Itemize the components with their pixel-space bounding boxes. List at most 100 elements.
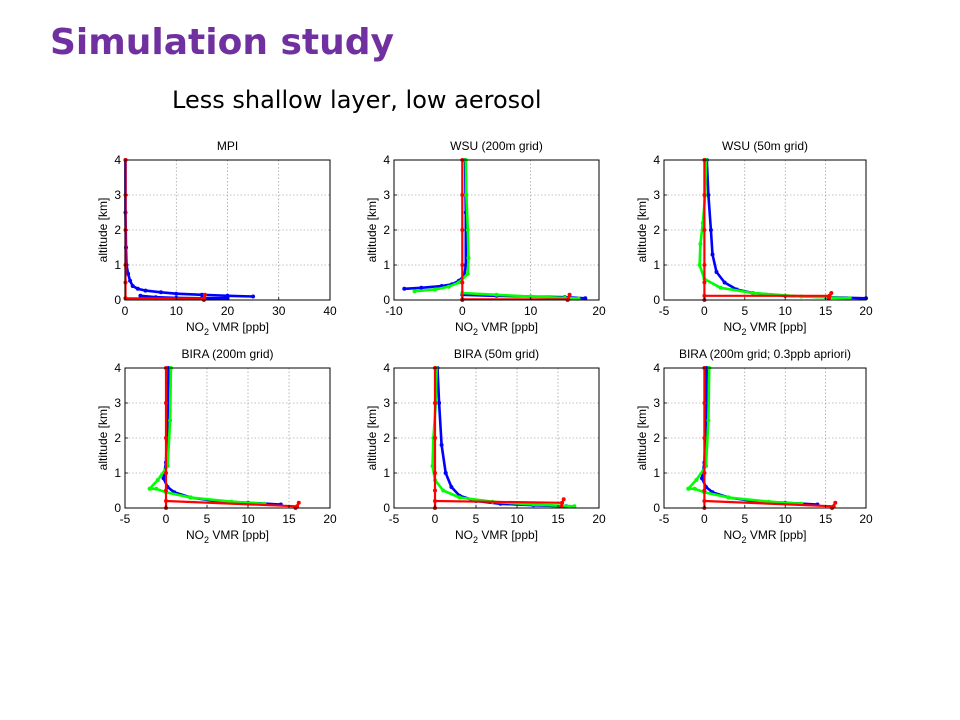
series-blue-point: [199, 292, 204, 297]
y-tick-label: 4: [383, 361, 390, 375]
series-blue-point: [161, 476, 166, 481]
x-axis-label: NO2 VMR [ppb]: [723, 528, 806, 545]
series-red-point: [702, 263, 707, 267]
series-green-point: [188, 495, 193, 500]
x-axis-label: NO2 VMR [ppb]: [455, 320, 538, 337]
series-red-point: [164, 436, 168, 440]
series-blue-point: [143, 288, 148, 293]
series-red-point: [702, 401, 707, 405]
x-tick-label: 5: [741, 304, 748, 318]
series-red-point: [559, 504, 564, 509]
series-blue-point: [138, 293, 143, 298]
chart-title: WSU (50m grid): [722, 139, 808, 153]
series-red-line: [434, 499, 563, 504]
chart-title: BIRA (200m grid): [181, 347, 273, 361]
x-tick-label: -5: [120, 512, 131, 526]
series-green-point: [847, 296, 852, 301]
series-green-point: [726, 495, 731, 500]
series-green-point: [464, 193, 469, 197]
y-tick-label: 2: [114, 223, 121, 237]
x-tick-label: 0: [122, 304, 129, 318]
series-blue-point: [174, 291, 179, 296]
series-green-point: [718, 285, 723, 290]
y-tick-label: 1: [114, 258, 121, 272]
x-tick-label: 5: [741, 512, 748, 526]
x-tick-label: 15: [551, 512, 565, 526]
y-tick-label: 3: [383, 188, 390, 202]
series-red-point: [567, 292, 572, 297]
series-red-point: [702, 228, 707, 232]
y-axis-label: altitude [km]: [96, 198, 110, 263]
series-red-point: [460, 228, 465, 232]
series-green-point: [441, 488, 446, 493]
series-red-point: [702, 436, 707, 440]
x-tick-label: -10: [385, 304, 403, 318]
series-blue-point: [583, 296, 588, 301]
y-tick-label: 0: [114, 501, 121, 515]
series-red-point: [433, 471, 437, 475]
series-red-point: [561, 497, 566, 502]
series-blue-point: [463, 263, 468, 267]
x-axis-label: NO2 VMR [ppb]: [186, 320, 269, 337]
x-tick-label: 20: [221, 304, 235, 318]
x-tick-label: 40: [323, 304, 337, 318]
series-blue-point: [706, 193, 711, 197]
y-tick-label: 2: [653, 431, 660, 445]
series-blue-point: [126, 271, 131, 276]
x-tick-label: 10: [779, 304, 793, 318]
y-tick-label: 0: [653, 501, 660, 515]
series-red-line: [165, 499, 298, 508]
y-tick-label: 0: [383, 293, 390, 307]
series-green-point: [430, 464, 435, 468]
series-red-point: [702, 193, 707, 197]
series-blue-point: [158, 290, 163, 295]
series-blue-point: [700, 476, 704, 481]
x-tick-label: -5: [659, 304, 670, 318]
series-blue-point: [128, 278, 133, 283]
x-tick-label: 20: [859, 512, 873, 526]
x-tick-label: 10: [241, 512, 255, 526]
y-tick-label: 3: [653, 396, 660, 410]
series-red-point: [702, 488, 707, 493]
x-tick-label: 30: [272, 304, 286, 318]
slide-title: Simulation study: [50, 22, 394, 63]
y-tick-label: 4: [114, 361, 121, 375]
series-red-point: [460, 193, 465, 197]
series-green-line: [686, 367, 802, 506]
x-tick-label: 5: [204, 512, 211, 526]
series-red-point: [829, 291, 834, 295]
series-green-point: [154, 486, 159, 491]
series-green-point: [466, 256, 471, 260]
y-axis-label: altitude [km]: [365, 406, 379, 471]
y-tick-label: 0: [383, 501, 390, 515]
series-red-line: [704, 499, 834, 508]
series-blue-point: [402, 286, 407, 291]
x-tick-label: 0: [432, 512, 439, 526]
series-green-point: [168, 418, 173, 423]
series-green-point: [155, 478, 160, 482]
series-red-point: [202, 292, 207, 297]
y-tick-label: 4: [653, 153, 660, 167]
series-blue-point: [714, 270, 719, 274]
x-axis-label: NO2 VMR [ppb]: [186, 528, 269, 545]
x-tick-label: 0: [701, 304, 708, 318]
series-green-point: [412, 289, 417, 294]
x-tick-label: 10: [524, 304, 538, 318]
series-blue-point: [419, 285, 424, 290]
y-tick-label: 2: [114, 431, 121, 445]
y-tick-label: 3: [653, 188, 660, 202]
series-red-point: [702, 293, 707, 298]
series-green-point: [494, 292, 499, 297]
y-tick-label: 2: [653, 223, 660, 237]
y-tick-label: 1: [653, 258, 660, 272]
x-tick-label: -5: [389, 512, 400, 526]
y-tick-label: 3: [383, 396, 390, 410]
chart-title: BIRA (50m grid): [454, 347, 539, 361]
series-red-point: [433, 401, 437, 405]
